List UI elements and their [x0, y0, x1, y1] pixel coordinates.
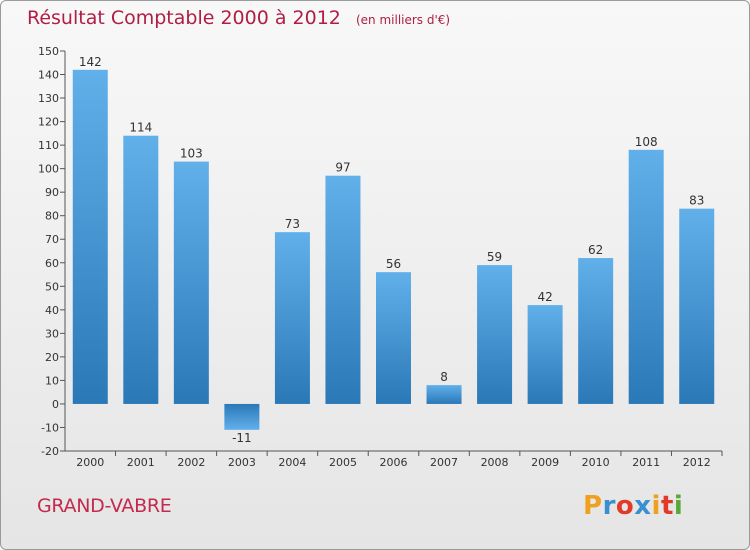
- data-label: 73: [285, 217, 300, 231]
- data-label: 97: [335, 161, 350, 175]
- y-tick-label: 70: [45, 233, 59, 246]
- bar-2010: [578, 258, 614, 404]
- bar-2012: [679, 208, 715, 404]
- x-tick-label: 2003: [228, 456, 256, 469]
- data-label: 103: [180, 147, 203, 161]
- x-tick-label: 2000: [76, 456, 104, 469]
- data-label: 114: [129, 121, 152, 135]
- data-label: 59: [487, 250, 502, 264]
- logo-letter: x: [634, 491, 652, 521]
- x-tick-label: 2002: [177, 456, 205, 469]
- data-label: 142: [79, 55, 102, 69]
- data-label: 8: [440, 370, 448, 384]
- data-label: -11: [232, 431, 252, 445]
- bar-2000: [72, 69, 108, 404]
- data-label: 56: [386, 257, 401, 271]
- title-row: Résultat Comptable 2000 à 2012 (en milli…: [27, 7, 450, 29]
- bar-2001: [123, 135, 159, 404]
- logo-letter: r: [602, 491, 616, 521]
- bar-2011: [628, 149, 664, 404]
- proxiti-logo[interactable]: Proxiti: [583, 491, 683, 521]
- bar-2008: [477, 265, 513, 404]
- y-tick-label: 0: [52, 398, 59, 411]
- y-tick-label: -10: [41, 421, 59, 434]
- bar-2007: [426, 385, 462, 404]
- bar-2002: [173, 161, 209, 404]
- y-tick-label: 10: [45, 374, 59, 387]
- data-labels: 142 114 103 -11 73 97 56 8 59 42 62 108 83: [79, 55, 705, 445]
- logo-letter: i: [651, 491, 661, 521]
- logo-letter: i: [673, 491, 684, 521]
- y-tick-label: 100: [38, 163, 59, 176]
- y-tick-label: 150: [38, 45, 59, 58]
- commune-name: GRAND-VABRE: [37, 495, 172, 517]
- x-tick-label: 2001: [127, 456, 155, 469]
- y-tick-label: 110: [38, 139, 59, 152]
- bar-2004: [274, 232, 310, 404]
- logo-letter: P: [583, 491, 603, 521]
- y-tick-label: 40: [45, 304, 59, 317]
- logo-letter: o: [615, 491, 635, 521]
- y-tick-label: 50: [45, 280, 59, 293]
- x-tick-label: 2004: [278, 456, 306, 469]
- bar-2006: [376, 272, 411, 404]
- y-tick-label: 90: [45, 186, 59, 199]
- x-tick-label: 2005: [329, 456, 357, 469]
- y-tick-label: 80: [45, 210, 59, 223]
- data-label: 42: [537, 290, 552, 304]
- logo-letter: t: [660, 491, 674, 521]
- x-tick-label: 2006: [380, 456, 408, 469]
- x-axis: 2000 2001 2002 2003 2004 2005 2006 2007 2008 2009…: [65, 450, 723, 469]
- bar-2009: [527, 305, 563, 404]
- x-tick-label: 2011: [632, 456, 660, 469]
- y-tick-label: 130: [38, 92, 59, 105]
- x-tick-label: 2007: [430, 456, 458, 469]
- y-tick-label: 60: [45, 257, 59, 270]
- bars: [72, 69, 715, 430]
- y-axis: -20 -10 0 10 20 30 40 50 60 70 80 90 100 110 120 130 140…: [38, 45, 66, 458]
- x-tick-label: 2010: [582, 456, 610, 469]
- y-tick-label: -20: [41, 445, 59, 458]
- x-tick-label: 2012: [683, 456, 711, 469]
- bar-2003: [224, 403, 260, 430]
- y-tick-label: 20: [45, 351, 59, 364]
- chart-unit: (en milliers d'€): [355, 13, 451, 27]
- y-tick-label: 120: [38, 116, 59, 129]
- y-tick-label: 140: [38, 69, 59, 82]
- data-label: 62: [588, 243, 603, 257]
- chart-title: Résultat Comptable 2000 à 2012: [27, 7, 341, 29]
- data-label: 108: [635, 135, 658, 149]
- x-tick-label: 2009: [531, 456, 559, 469]
- y-tick-label: 30: [45, 327, 59, 340]
- x-tick-label: 2008: [481, 456, 509, 469]
- bar-2005: [325, 175, 361, 404]
- data-label: 83: [689, 194, 704, 208]
